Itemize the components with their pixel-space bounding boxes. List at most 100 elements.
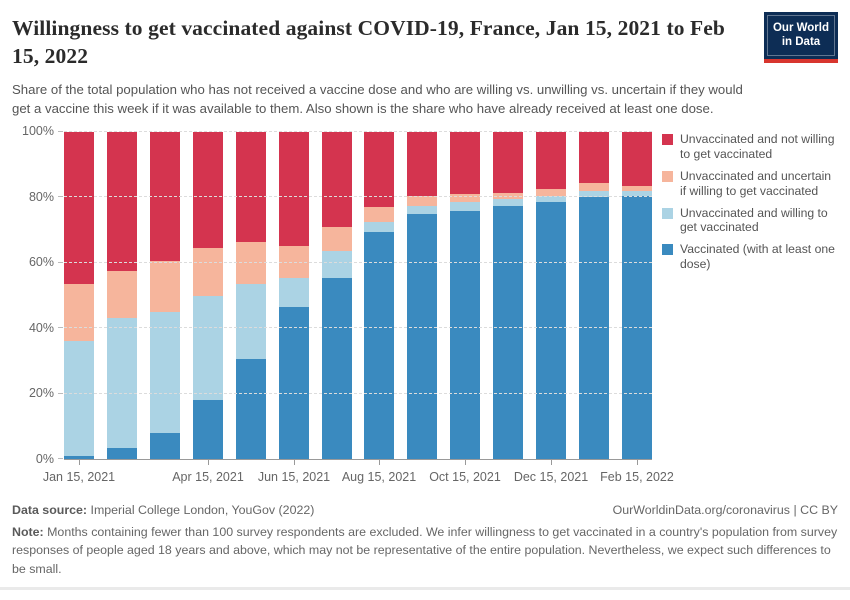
stacked-bar[interactable] [493, 132, 524, 459]
bar-segment[interactable] [536, 132, 567, 190]
legend-swatch [662, 244, 673, 256]
bar-segment[interactable] [579, 190, 610, 198]
bar-segment[interactable] [235, 284, 266, 360]
stacked-bar[interactable] [364, 132, 395, 459]
bar-segment[interactable] [106, 318, 137, 448]
owid-logo-line1: Our World [772, 22, 829, 34]
gridline [59, 327, 652, 329]
y-tick-mark [58, 261, 63, 263]
bar-segment[interactable] [450, 202, 481, 211]
y-axis: 0% 20% 40% 60% 80% 100% [12, 124, 56, 466]
owid-logo-text: Our World in Data [767, 15, 835, 56]
stacked-bar[interactable] [235, 132, 266, 459]
x-tick-mark [551, 460, 552, 466]
stacked-bar[interactable] [536, 132, 567, 459]
bar-segment[interactable] [364, 231, 395, 459]
x-tick-mark [465, 460, 466, 466]
legend-item: Unvaccinated and not willing to get vacc… [662, 132, 838, 162]
title-block: Willingness to get vaccinated against CO… [12, 10, 764, 118]
stacked-bar[interactable] [278, 132, 309, 459]
owid-logo-stripe [764, 58, 838, 63]
x-tick-mark [79, 460, 80, 466]
bar-segment[interactable] [579, 132, 610, 183]
legend-label: Unvaccinated and uncertain if willing to… [680, 168, 832, 198]
stacked-bar[interactable] [321, 132, 352, 460]
bar-segment[interactable] [493, 199, 524, 206]
legend-item: Vaccinated (with at least one dose) [662, 242, 838, 272]
x-tick-label: Jan 15, 2021 [42, 470, 116, 485]
bar-segment[interactable] [364, 132, 395, 208]
bar-segment[interactable] [536, 202, 567, 459]
y-tick-mark [58, 327, 63, 329]
bar-segment[interactable] [621, 185, 652, 191]
stacked-bar[interactable] [192, 132, 223, 459]
chart-subtitle: Share of the total population who has no… [12, 81, 743, 116]
bar-segment[interactable] [64, 341, 94, 456]
bar-segment[interactable] [321, 251, 352, 278]
bar-segment[interactable] [364, 221, 395, 232]
bar-segment[interactable] [579, 182, 610, 191]
bar-segment[interactable] [64, 132, 94, 285]
x-tick-mark [379, 460, 380, 466]
attribution: OurWorldinData.org/coronavirus | CC BY [613, 501, 838, 520]
bar-segment[interactable] [536, 195, 567, 203]
bar-segment[interactable] [621, 132, 652, 186]
bar-segment[interactable] [149, 311, 180, 433]
owid-logo-line2: in Data [781, 36, 821, 49]
bar-segment[interactable] [149, 432, 180, 459]
x-tick-label: Feb 15, 2022 [600, 470, 674, 485]
bar-segment[interactable] [64, 455, 94, 459]
stacked-bar[interactable] [621, 132, 652, 459]
bar-segment[interactable] [621, 190, 652, 196]
bar-segment[interactable] [364, 207, 395, 222]
bar-segment[interactable] [192, 400, 223, 459]
x-tick-label: Dec 15, 2021 [513, 470, 589, 485]
bar-segment[interactable] [321, 277, 352, 460]
stacked-bar[interactable] [450, 132, 481, 460]
bar-segment[interactable] [407, 132, 438, 196]
bar-segment[interactable] [106, 132, 137, 271]
chart-header: Willingness to get vaccinated against CO… [12, 10, 838, 118]
bar-segment[interactable] [192, 132, 223, 249]
y-tick-mark [58, 458, 63, 460]
legend: Unvaccinated and not willing to get vacc… [662, 128, 838, 486]
x-tick-label: Aug 15, 2021 [341, 470, 417, 485]
bar-segment[interactable] [407, 195, 438, 206]
bar-segment[interactable] [106, 271, 137, 319]
stacked-bar[interactable] [106, 132, 137, 459]
bar-segment[interactable] [407, 205, 438, 214]
bar-segment[interactable] [235, 132, 266, 242]
bar-segment[interactable] [536, 189, 567, 196]
bar-segment[interactable] [321, 132, 352, 227]
bar-segment[interactable] [106, 447, 137, 459]
bar-segment[interactable] [450, 210, 481, 460]
y-tick-label: 20% [28, 386, 54, 401]
bar-segment[interactable] [278, 306, 309, 459]
bar-segment[interactable] [493, 192, 524, 200]
bar-segment[interactable] [192, 295, 223, 401]
bar-segment[interactable] [64, 284, 94, 342]
stacked-bar[interactable] [407, 132, 438, 459]
bar-segment[interactable] [493, 132, 524, 193]
bar-segment[interactable] [235, 359, 266, 459]
bar-segment[interactable] [192, 248, 223, 296]
stacked-bar[interactable] [579, 132, 610, 459]
owid-logo: Our World in Data [764, 12, 838, 63]
legend-swatch [662, 170, 673, 182]
bar-segment[interactable] [321, 226, 352, 252]
chart-title: Willingness to get vaccinated against CO… [12, 16, 725, 69]
bar-segment[interactable] [450, 132, 481, 195]
bar-segment[interactable] [407, 213, 438, 459]
gridline [59, 261, 652, 263]
x-tick-mark [637, 460, 638, 466]
owid-coronavirus-link[interactable]: OurWorldinData.org/coronavirus [612, 503, 791, 518]
bar-segment[interactable] [450, 194, 481, 203]
bar-segment[interactable] [493, 205, 524, 459]
stacked-bar[interactable] [64, 132, 94, 459]
stacked-bar[interactable] [149, 132, 180, 459]
bar-segment[interactable] [149, 261, 180, 312]
bar-segment[interactable] [278, 277, 309, 307]
bar-segment[interactable] [278, 132, 309, 247]
bottom-border [0, 587, 850, 590]
y-tick-label: 100% [22, 124, 54, 139]
